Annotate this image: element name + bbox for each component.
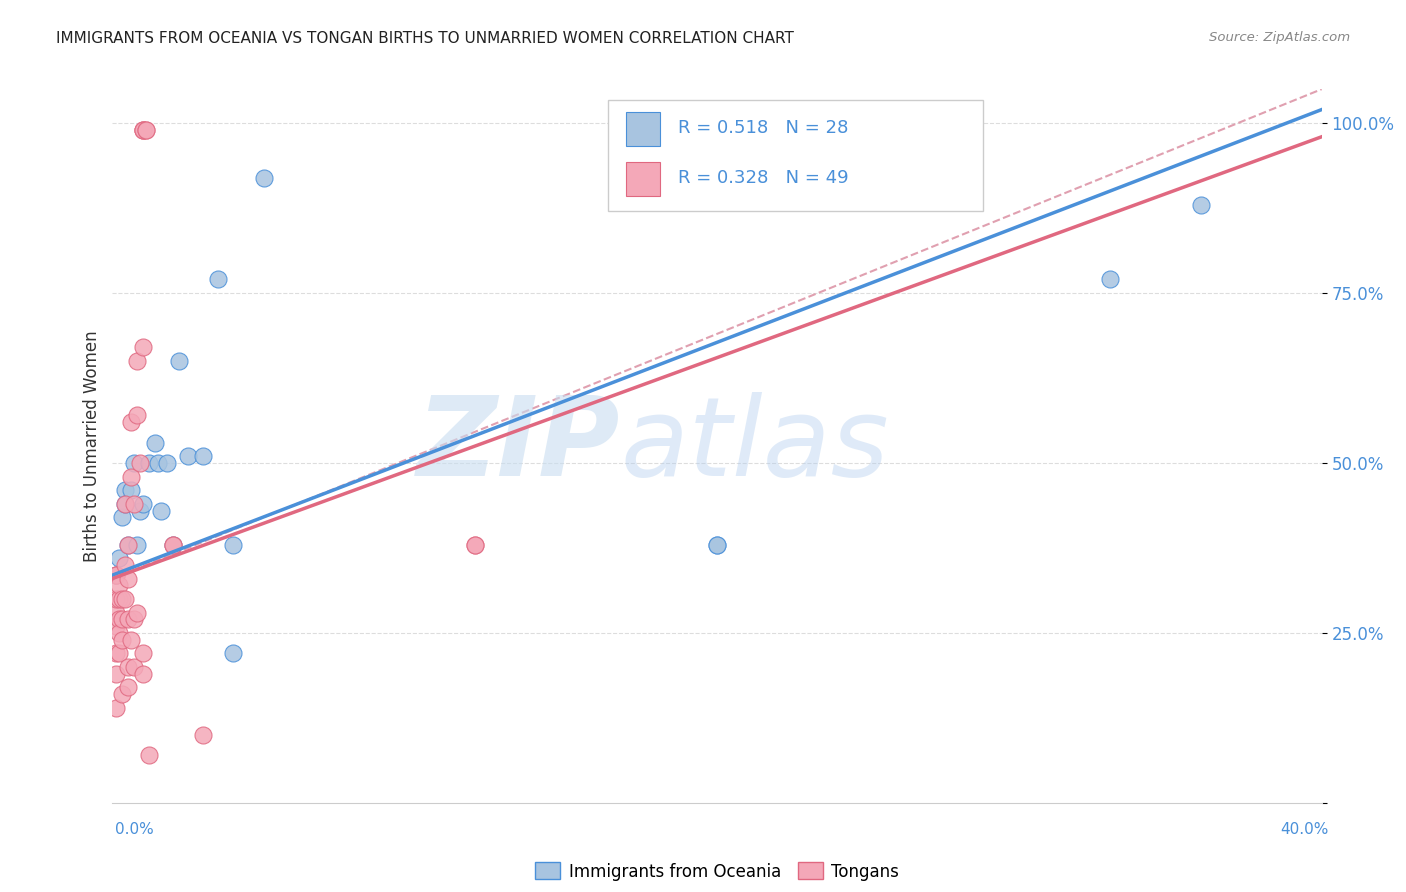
- Point: [117, 572, 139, 586]
- Point: [104, 568, 127, 582]
- Point: [114, 497, 136, 511]
- Point: [107, 646, 129, 660]
- Point: [138, 748, 160, 763]
- Point: [104, 646, 127, 660]
- Point: [222, 537, 245, 551]
- Point: [1189, 198, 1212, 212]
- Point: [132, 123, 155, 137]
- Point: [107, 626, 129, 640]
- Text: Source: ZipAtlas.com: Source: ZipAtlas.com: [1209, 31, 1350, 45]
- Point: [132, 497, 155, 511]
- Point: [132, 341, 155, 355]
- Point: [162, 537, 184, 551]
- Point: [706, 537, 728, 551]
- Point: [117, 680, 139, 694]
- Point: [107, 591, 129, 606]
- Point: [464, 537, 486, 551]
- Point: [122, 456, 145, 470]
- Text: IMMIGRANTS FROM OCEANIA VS TONGAN BIRTHS TO UNMARRIED WOMEN CORRELATION CHART: IMMIGRANTS FROM OCEANIA VS TONGAN BIRTHS…: [56, 31, 794, 46]
- Point: [114, 497, 136, 511]
- Point: [167, 354, 190, 368]
- Point: [253, 170, 276, 185]
- Point: [149, 503, 172, 517]
- Point: [132, 123, 155, 137]
- Point: [207, 272, 229, 286]
- Point: [104, 619, 127, 633]
- Point: [222, 646, 245, 660]
- Point: [114, 591, 136, 606]
- Point: [110, 687, 132, 701]
- Point: [706, 537, 728, 551]
- FancyBboxPatch shape: [626, 162, 661, 196]
- Point: [135, 123, 157, 137]
- Point: [125, 606, 148, 620]
- Point: [104, 591, 127, 606]
- Point: [156, 456, 179, 470]
- Text: 0.0%: 0.0%: [115, 822, 155, 837]
- Point: [104, 568, 127, 582]
- Point: [107, 612, 129, 626]
- Point: [128, 503, 150, 517]
- Text: R = 0.328   N = 49: R = 0.328 N = 49: [678, 169, 849, 187]
- Point: [114, 558, 136, 572]
- Point: [104, 568, 127, 582]
- Point: [117, 537, 139, 551]
- Point: [122, 660, 145, 674]
- FancyBboxPatch shape: [609, 100, 983, 211]
- Point: [114, 483, 136, 498]
- Point: [120, 483, 142, 498]
- Point: [138, 456, 160, 470]
- Point: [135, 123, 157, 137]
- Point: [122, 497, 145, 511]
- Point: [104, 606, 127, 620]
- Point: [132, 646, 155, 660]
- Point: [125, 409, 148, 423]
- Y-axis label: Births to Unmarried Women: Births to Unmarried Women: [83, 330, 101, 562]
- Text: ZIP: ZIP: [416, 392, 620, 500]
- Point: [104, 700, 127, 714]
- Point: [110, 591, 132, 606]
- Point: [162, 537, 184, 551]
- Point: [107, 551, 129, 566]
- Point: [120, 469, 142, 483]
- Point: [191, 728, 214, 742]
- FancyBboxPatch shape: [626, 112, 661, 146]
- Legend: Immigrants from Oceania, Tongans: Immigrants from Oceania, Tongans: [529, 855, 905, 888]
- Point: [120, 632, 142, 647]
- Point: [191, 449, 214, 463]
- Point: [132, 666, 155, 681]
- Point: [117, 660, 139, 674]
- Point: [117, 612, 139, 626]
- Point: [128, 456, 150, 470]
- Point: [110, 510, 132, 524]
- Point: [132, 123, 155, 137]
- Point: [146, 456, 169, 470]
- Point: [1098, 272, 1121, 286]
- Point: [464, 537, 486, 551]
- Point: [110, 612, 132, 626]
- Text: 40.0%: 40.0%: [1281, 822, 1329, 837]
- Point: [162, 537, 184, 551]
- Point: [122, 612, 145, 626]
- Point: [104, 666, 127, 681]
- Point: [110, 632, 132, 647]
- Point: [107, 578, 129, 592]
- Point: [117, 537, 139, 551]
- Point: [143, 435, 166, 450]
- Point: [125, 354, 148, 368]
- Point: [125, 537, 148, 551]
- Point: [120, 415, 142, 429]
- Text: atlas: atlas: [620, 392, 889, 500]
- Point: [177, 449, 200, 463]
- Text: R = 0.518   N = 28: R = 0.518 N = 28: [678, 120, 849, 137]
